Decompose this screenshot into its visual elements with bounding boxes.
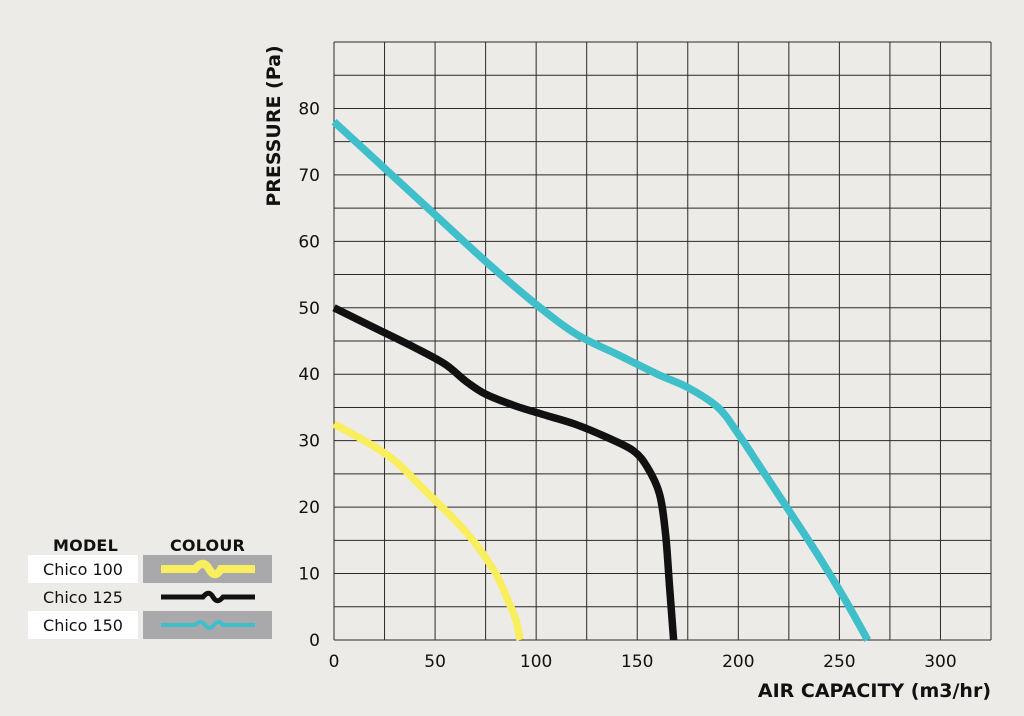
x-tick-label: 300 — [924, 652, 956, 672]
y-tick-label: 50 — [298, 299, 320, 319]
legend-swatch-line — [160, 559, 255, 579]
legend-item: Chico 125 — [28, 583, 272, 611]
series-line-chico-125 — [332, 304, 678, 641]
y-axis-label: PRESSURE (Pa) — [263, 45, 285, 206]
legend-swatch-line — [160, 590, 255, 604]
legend-item-label: Chico 125 — [43, 587, 123, 607]
series-layer — [331, 118, 871, 642]
axis-ticks: 0 50 100 150 200 250 300 0 10 20 30 40 50 60 70 80 — [298, 99, 956, 672]
legend-swatch — [143, 611, 272, 639]
y-tick-label: 10 — [298, 565, 320, 585]
y-tick-label: 40 — [298, 365, 320, 385]
x-tick-label: 150 — [621, 652, 653, 672]
series-line-chico-100 — [332, 420, 524, 641]
x-tick-label: 250 — [823, 652, 855, 672]
y-tick-label: 80 — [298, 99, 320, 119]
legend-header-model: MODEL — [53, 536, 118, 555]
x-tick-label: 100 — [520, 652, 552, 672]
y-tick-label: 70 — [298, 166, 320, 186]
y-tick-label: 60 — [298, 232, 320, 252]
x-tick-label: 0 — [329, 652, 340, 672]
y-tick-label: 0 — [309, 631, 320, 651]
y-tick-label: 30 — [298, 432, 320, 452]
legend-swatch — [143, 555, 272, 583]
legend: MODEL COLOUR Chico 100 Chico 125 Chico 1… — [28, 531, 272, 639]
legend-header: MODEL COLOUR — [28, 531, 272, 555]
legend-item-label: Chico 100 — [28, 555, 138, 583]
y-tick-label: 20 — [298, 498, 320, 518]
legend-item-label: Chico 150 — [28, 611, 138, 639]
legend-header-colour: COLOUR — [169, 536, 246, 555]
x-tick-label: 200 — [722, 652, 754, 672]
chart-grid — [333, 41, 992, 641]
legend-item: Chico 150 — [28, 611, 272, 639]
legend-swatch — [143, 583, 272, 611]
series-line-chico-150 — [331, 118, 871, 642]
legend-item: Chico 100 — [28, 555, 272, 583]
x-tick-label: 50 — [424, 652, 446, 672]
x-axis-label: AIR CAPACITY (m3/hr) — [758, 680, 991, 702]
legend-swatch-line — [160, 620, 255, 630]
